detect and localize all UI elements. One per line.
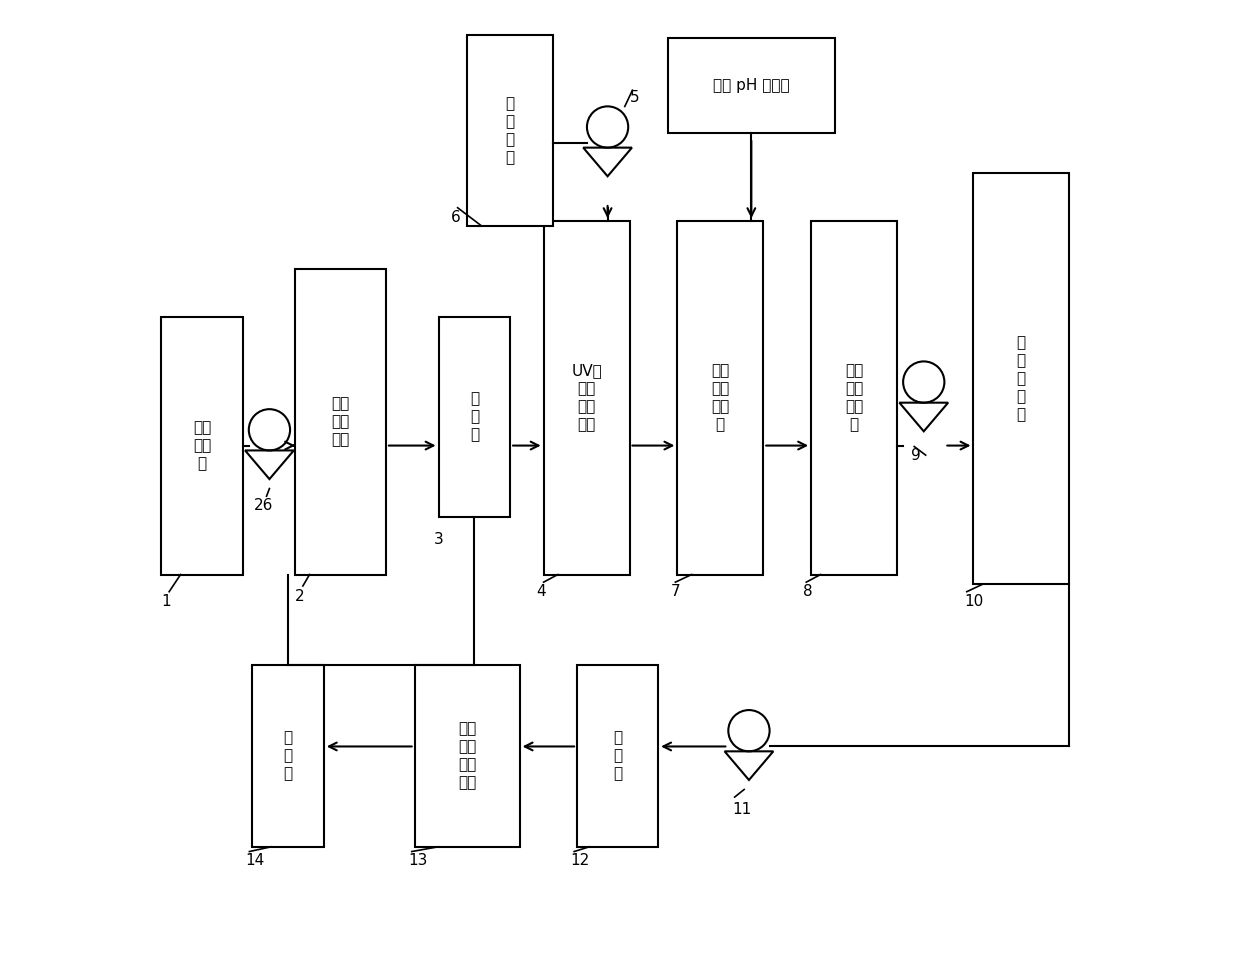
Text: 加
药
系
统: 加 药 系 统 [506, 96, 515, 165]
Text: 污
泥
浓
缩
池: 污 泥 浓 缩 池 [1017, 335, 1025, 422]
Bar [543, 221, 630, 575]
Bar [811, 221, 897, 575]
Text: 13: 13 [408, 854, 428, 869]
Bar [973, 173, 1069, 584]
Bar [467, 34, 553, 226]
Text: 10: 10 [963, 594, 983, 608]
Text: 污泥
中间
储存
池: 污泥 中间 储存 池 [844, 363, 863, 432]
Text: 调节 pH 至中性: 调节 pH 至中性 [713, 78, 790, 93]
Text: 9: 9 [911, 448, 921, 464]
Text: 11: 11 [733, 802, 751, 817]
Text: 4: 4 [536, 584, 546, 599]
Text: 5: 5 [630, 90, 639, 105]
Text: 暂
存
罐: 暂 存 罐 [284, 731, 293, 782]
Text: 26: 26 [254, 498, 274, 513]
Text: UV协
同高
级氧
化池: UV协 同高 级氧 化池 [572, 363, 601, 432]
Bar [414, 665, 520, 847]
Text: 1: 1 [161, 594, 171, 608]
Text: 6: 6 [451, 210, 461, 224]
Text: 14: 14 [246, 854, 265, 869]
Text: 7: 7 [671, 584, 681, 599]
Bar [677, 221, 764, 575]
Text: 3: 3 [434, 532, 444, 546]
Bar [295, 269, 386, 575]
Text: 离
心
机: 离 心 机 [613, 731, 622, 782]
Text: 预处
理单
元: 预处 理单 元 [193, 420, 211, 471]
Text: 8: 8 [804, 584, 813, 599]
Bar [161, 316, 243, 575]
Text: 中间
提升
泉池: 中间 提升 泉池 [331, 397, 350, 447]
Text: 配
水
井: 配 水 井 [470, 392, 479, 443]
Bar [439, 316, 510, 517]
Text: 两个
并联
的反
应釜: 两个 并联 的反 应釜 [458, 721, 476, 790]
Text: 12: 12 [570, 854, 589, 869]
Text: 2: 2 [295, 589, 305, 604]
Text: 絮凝
斜管
沉淩
池: 絮凝 斜管 沉淩 池 [712, 363, 729, 432]
Bar [577, 665, 658, 847]
Bar [668, 37, 835, 133]
Bar [252, 665, 324, 847]
